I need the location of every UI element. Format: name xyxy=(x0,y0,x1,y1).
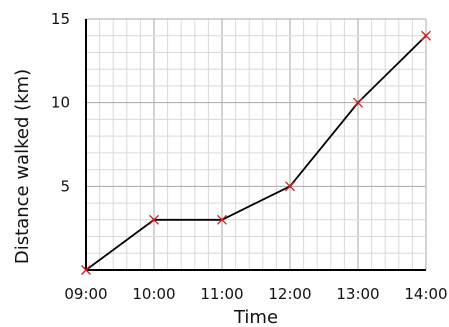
x-tick-label: 09:00 xyxy=(64,285,107,303)
data-point-marker xyxy=(81,265,91,275)
y-tick-label: 10 xyxy=(51,94,70,112)
marker-stroke xyxy=(285,181,295,192)
y-axis-label: Distance walked (km) xyxy=(12,69,33,264)
y-tick-labels: 5 10 15 xyxy=(51,10,70,195)
data-point-marker xyxy=(217,214,227,225)
data-point-marker xyxy=(285,181,295,192)
series-line xyxy=(85,35,427,271)
marker-stroke xyxy=(81,265,91,275)
data-point-marker xyxy=(353,97,363,108)
x-axis-label: Time xyxy=(233,307,278,327)
x-tick-label: 10:00 xyxy=(132,285,175,303)
grid xyxy=(86,18,427,270)
marker-stroke xyxy=(353,97,363,108)
marker-stroke xyxy=(217,214,227,225)
data-point-marker xyxy=(149,214,159,225)
marker-stroke xyxy=(149,214,159,225)
x-tick-label: 13:00 xyxy=(336,285,379,303)
y-tick-label: 5 xyxy=(60,177,70,195)
data-point-marker xyxy=(421,30,431,41)
y-tick-label: 15 xyxy=(51,10,70,28)
x-tick-label: 11:00 xyxy=(200,285,243,303)
x-tick-label: 14:00 xyxy=(404,285,447,303)
x-tick-labels: 09:00 10:00 11:00 12:00 13:00 14:00 xyxy=(64,285,447,303)
x-tick-label: 12:00 xyxy=(268,285,311,303)
data-markers xyxy=(81,30,431,275)
marker-stroke xyxy=(421,30,431,41)
